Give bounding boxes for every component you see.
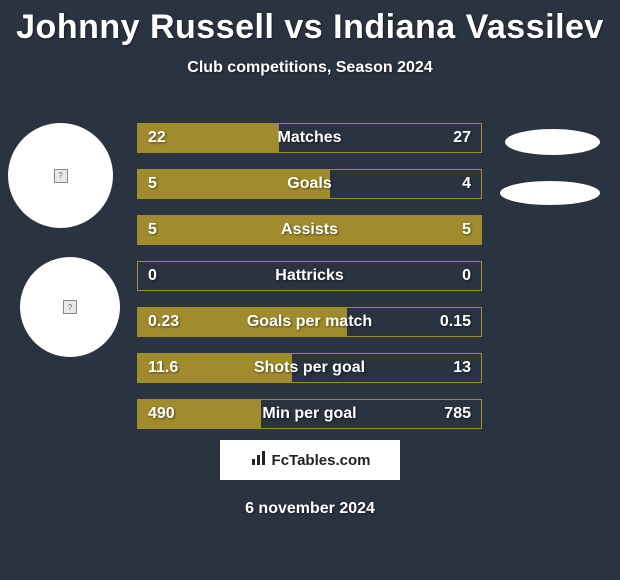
player-1-avatar: ? xyxy=(8,123,113,228)
stat-value-left: 11.6 xyxy=(148,359,178,377)
stat-row: 490 785 Min per goal xyxy=(137,399,482,429)
stat-row: 22 27 Matches xyxy=(137,123,482,153)
stat-value-left: 0.23 xyxy=(148,313,179,331)
player-2-avatar: ? xyxy=(20,257,120,357)
stat-row: 11.6 13 Shots per goal xyxy=(137,353,482,383)
right-ellipse-2 xyxy=(500,181,600,205)
stat-label: Matches xyxy=(277,129,341,147)
brand-footer: FcTables.com xyxy=(220,440,400,480)
stat-row: 5 4 Goals xyxy=(137,169,482,199)
stat-label: Shots per goal xyxy=(254,359,365,377)
stat-value-right: 4 xyxy=(462,175,471,193)
stat-value-left: 0 xyxy=(148,267,157,285)
page-subtitle: Club competitions, Season 2024 xyxy=(0,59,620,77)
date-text: 6 november 2024 xyxy=(245,500,375,518)
stat-row: 0 0 Hattricks xyxy=(137,261,482,291)
stat-value-left: 490 xyxy=(148,405,175,423)
avatar-circle: ? xyxy=(8,123,113,228)
stat-label: Min per goal xyxy=(262,405,356,423)
brand-text: FcTables.com xyxy=(272,452,371,469)
avatar-circle: ? xyxy=(20,257,120,357)
image-placeholder-icon: ? xyxy=(63,300,77,314)
stat-value-left: 5 xyxy=(148,221,157,239)
stat-value-right: 13 xyxy=(453,359,471,377)
stat-bars: 22 27 Matches 5 4 Goals 5 5 Assists 0 0 Hattricks 0.… xyxy=(137,123,482,445)
stat-row: 0.23 0.15 Goals per match xyxy=(137,307,482,337)
stat-label: Hattricks xyxy=(275,267,343,285)
stat-value-right: 0.15 xyxy=(440,313,471,331)
image-placeholder-icon: ? xyxy=(54,169,68,183)
stat-label: Assists xyxy=(281,221,338,239)
stat-label: Goals xyxy=(287,175,331,193)
stat-value-right: 27 xyxy=(453,129,471,147)
stat-value-left: 5 xyxy=(148,175,157,193)
stat-value-right: 5 xyxy=(462,221,471,239)
stat-row: 5 5 Assists xyxy=(137,215,482,245)
page-title: Johnny Russell vs Indiana Vassilev xyxy=(0,0,620,47)
stat-value-left: 22 xyxy=(148,129,166,147)
stat-value-right: 785 xyxy=(444,405,471,423)
chart-icon xyxy=(250,449,268,472)
stat-value-right: 0 xyxy=(462,267,471,285)
right-ellipse-1 xyxy=(505,129,600,155)
stat-label: Goals per match xyxy=(247,313,372,331)
